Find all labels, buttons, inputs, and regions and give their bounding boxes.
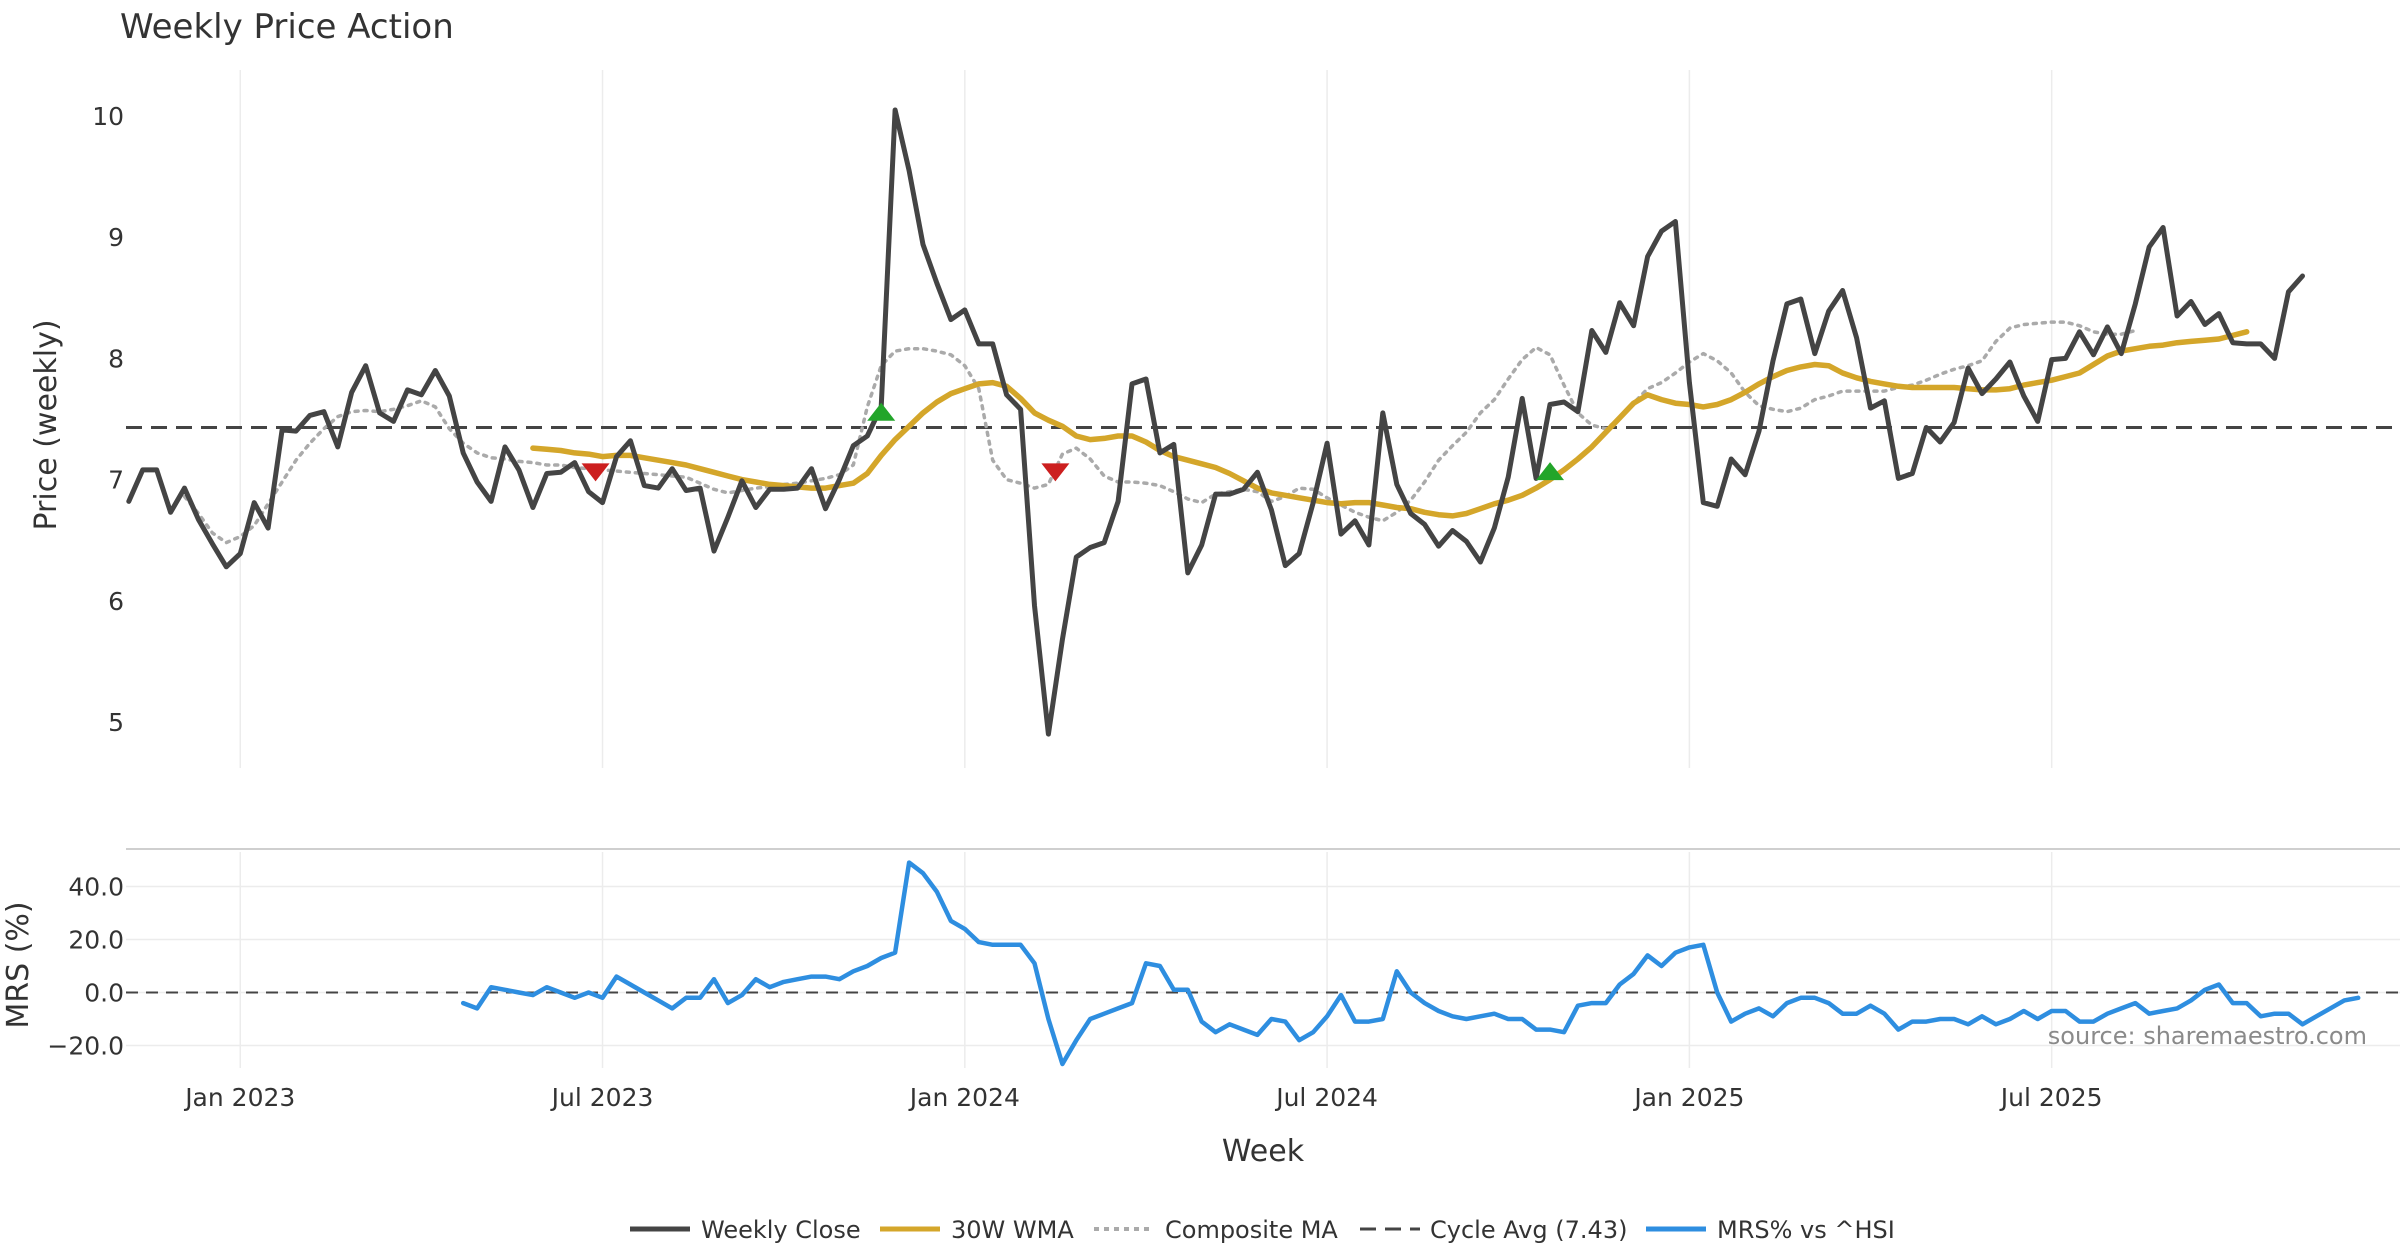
- x-axis-ticks: Jan 2023 Jul 2023 Jan 2024 Jul 2024 Jan 2025…: [183, 1083, 2102, 1112]
- sell-signal-marker: [581, 463, 610, 482]
- mrs-y-ticks: −20.0 0.0 20.0 40.0: [47, 872, 124, 1060]
- price-y-tick-label: 9: [108, 223, 124, 252]
- signal-markers: [581, 402, 1565, 482]
- mrs-y-tick-label: −20.0: [47, 1031, 124, 1060]
- price-gridlines: [239, 70, 2053, 768]
- legend: Weekly Close 30W WMA Composite MA Cycle …: [630, 1216, 1895, 1244]
- x-tick-label: Jan 2023: [183, 1083, 295, 1112]
- x-tick-label: Jan 2025: [1632, 1083, 1744, 1112]
- composite-ma-line: [182, 320, 2138, 545]
- price-y-tick-label: 10: [92, 102, 124, 131]
- buy-signal-marker: [867, 402, 896, 421]
- x-tick-label: Jul 2024: [1274, 1083, 1378, 1112]
- price-y-tick-label: 7: [108, 466, 124, 495]
- price-y-axis-title: Price (weekly): [29, 319, 64, 530]
- legend-label-composite: Composite MA: [1165, 1216, 1338, 1244]
- price-y-ticks: 5 6 7 8 9 10: [92, 102, 124, 737]
- mrs-line: [460, 860, 2361, 1067]
- weekly-close-line: [126, 107, 2305, 737]
- mrs-y-tick-label: 20.0: [68, 925, 124, 954]
- legend-label-weekly-close: Weekly Close: [701, 1216, 861, 1244]
- x-axis-title: Week: [1222, 1134, 1305, 1169]
- x-tick-label: Jul 2023: [550, 1083, 654, 1112]
- mrs-y-tick-label: 0.0: [84, 978, 124, 1007]
- mrs-y-tick-label: 40.0: [68, 872, 124, 901]
- price-y-tick-label: 8: [108, 344, 124, 373]
- price-y-tick-label: 5: [108, 708, 124, 737]
- x-tick-label: Jul 2025: [1999, 1083, 2103, 1112]
- mrs-gridlines: [126, 852, 2400, 1068]
- legend-label-cycle-avg: Cycle Avg (7.43): [1430, 1216, 1627, 1244]
- buy-signal-marker: [1536, 462, 1565, 481]
- price-y-tick-label: 6: [108, 587, 124, 616]
- source-note: source: sharemaestro.com: [2048, 1022, 2367, 1050]
- legend-label-mrs: MRS% vs ^HSI: [1717, 1216, 1895, 1244]
- mrs-y-axis-title: MRS (%): [1, 901, 36, 1028]
- chart-title: Weekly Price Action: [120, 7, 454, 47]
- sell-signal-marker: [1041, 463, 1070, 482]
- x-tick-label: Jan 2024: [908, 1083, 1020, 1112]
- legend-label-wma: 30W WMA: [951, 1216, 1074, 1244]
